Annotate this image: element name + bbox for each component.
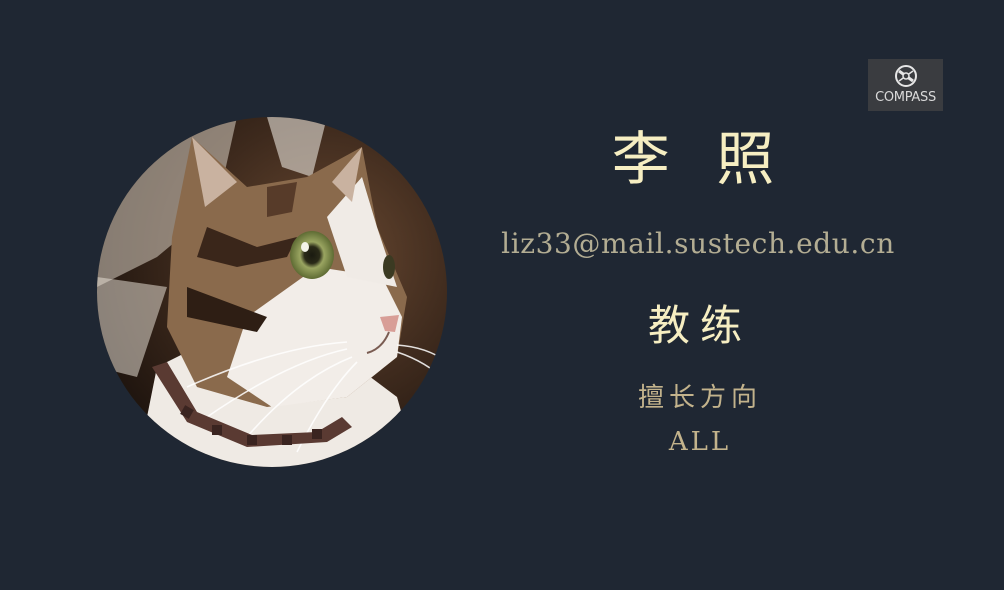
specialty-value: ALL (668, 427, 732, 457)
compass-logo: COMPASS (868, 59, 943, 111)
role-title: 教练 (647, 301, 752, 350)
logo-text: COMPASS (875, 90, 936, 105)
email-address: liz33@mail.sustech.edu.cn (501, 227, 895, 260)
compass-icon (895, 65, 917, 87)
avatar (97, 117, 447, 467)
specialty-label: 擅长方向 (637, 383, 762, 413)
cat-photo (97, 117, 447, 467)
person-name: 李 照 (611, 125, 789, 193)
